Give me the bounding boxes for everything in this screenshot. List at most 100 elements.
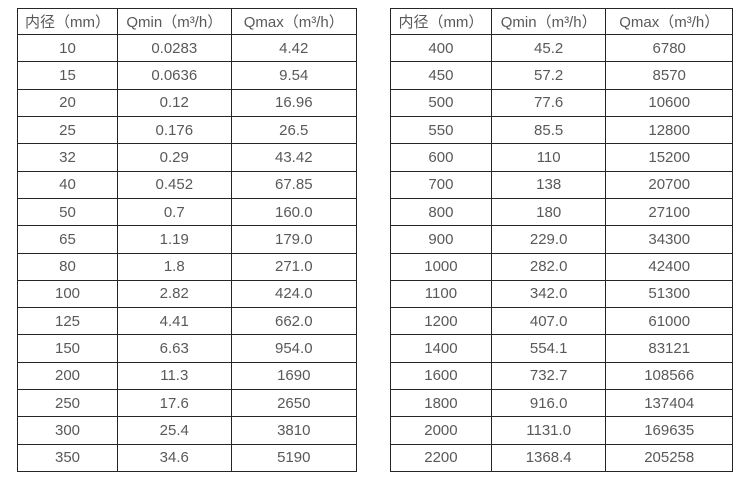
data-cell: 4.41	[117, 307, 232, 336]
data-cell: 32	[17, 143, 118, 172]
data-cell: 150	[17, 334, 118, 363]
table-row: 40 0.452 67.85	[17, 170, 358, 199]
data-cell: 1600	[390, 361, 492, 391]
data-cell: 26.5	[230, 115, 358, 145]
table-row: 15 0.0636 9.54	[17, 61, 358, 90]
data-cell: 169635	[605, 416, 733, 445]
data-cell: 25.4	[117, 416, 232, 445]
data-cell: 61000	[605, 307, 733, 336]
data-cell: 77.6	[490, 88, 607, 117]
data-cell: 5190	[230, 443, 358, 473]
data-cell: 6.63	[117, 334, 232, 363]
table-row: 1600 732.7 108566	[390, 361, 733, 391]
data-cell: 550	[390, 115, 492, 145]
data-cell: 2.82	[117, 279, 232, 309]
table-row: 1400 554.1 83121	[390, 334, 733, 363]
header-cell: Qmax（m³/h）	[230, 8, 358, 35]
table-row: 200 11.3 1690	[17, 361, 358, 391]
data-cell: 1690	[230, 361, 358, 391]
data-cell: 80	[17, 252, 118, 281]
data-cell: 57.2	[490, 61, 607, 90]
header-cell: 内径（mm）	[390, 8, 492, 35]
data-cell: 50	[17, 197, 118, 227]
header-row: 内径（mm） Qmin（m³/h） Qmax（m³/h）	[390, 8, 733, 35]
data-cell: 400	[390, 33, 492, 63]
data-cell: 67.85	[230, 170, 358, 199]
data-cell: 2000	[390, 416, 492, 445]
data-cell: 43.42	[230, 143, 358, 172]
table-row: 100 2.82 424.0	[17, 279, 358, 309]
table-row: 500 77.6 10600	[390, 88, 733, 117]
data-cell: 83121	[605, 334, 733, 363]
table-row: 450 57.2 8570	[390, 61, 733, 90]
header-cell: Qmin（m³/h）	[117, 8, 232, 35]
table-row: 25 0.176 26.5	[17, 115, 358, 145]
table-row: 700 138 20700	[390, 170, 733, 199]
data-cell: 229.0	[490, 225, 607, 254]
data-cell: 34.6	[117, 443, 232, 473]
data-cell: 110	[490, 143, 607, 172]
data-cell: 1800	[390, 389, 492, 418]
table-row: 1800 916.0 137404	[390, 389, 733, 418]
data-cell: 732.7	[490, 361, 607, 391]
data-cell: 0.452	[117, 170, 232, 199]
table-row: 32 0.29 43.42	[17, 143, 358, 172]
data-cell: 916.0	[490, 389, 607, 418]
data-cell: 500	[390, 88, 492, 117]
data-cell: 1000	[390, 252, 492, 281]
data-cell: 20700	[605, 170, 733, 199]
data-cell: 42400	[605, 252, 733, 281]
data-cell: 137404	[605, 389, 733, 418]
table-row: 800 180 27100	[390, 197, 733, 227]
table-row: 1000 282.0 42400	[390, 252, 733, 281]
table-row: 80 1.8 271.0	[17, 252, 358, 281]
table-row: 50 0.7 160.0	[17, 197, 358, 227]
data-cell: 20	[17, 88, 118, 117]
data-cell: 200	[17, 361, 118, 391]
data-cell: 250	[17, 389, 118, 418]
data-cell: 1400	[390, 334, 492, 363]
data-cell: 700	[390, 170, 492, 199]
table-row: 250 17.6 2650	[17, 389, 358, 418]
data-cell: 407.0	[490, 307, 607, 336]
data-cell: 17.6	[117, 389, 232, 418]
data-cell: 9.54	[230, 61, 358, 90]
data-cell: 0.29	[117, 143, 232, 172]
data-cell: 85.5	[490, 115, 607, 145]
data-cell: 0.12	[117, 88, 232, 117]
data-cell: 138	[490, 170, 607, 199]
table-row: 400 45.2 6780	[390, 33, 733, 63]
data-cell: 282.0	[490, 252, 607, 281]
data-cell: 800	[390, 197, 492, 227]
data-cell: 27100	[605, 197, 733, 227]
data-cell: 108566	[605, 361, 733, 391]
data-cell: 0.176	[117, 115, 232, 145]
data-cell: 51300	[605, 279, 733, 309]
data-cell: 554.1	[490, 334, 607, 363]
table-row: 600 110 15200	[390, 143, 733, 172]
data-cell: 25	[17, 115, 118, 145]
data-cell: 12800	[605, 115, 733, 145]
data-cell: 160.0	[230, 197, 358, 227]
data-cell: 65	[17, 225, 118, 254]
data-cell: 45.2	[490, 33, 607, 63]
data-cell: 205258	[605, 443, 733, 473]
data-cell: 954.0	[230, 334, 358, 363]
header-row: 内径（mm） Qmin（m³/h） Qmax（m³/h）	[17, 8, 358, 35]
data-cell: 1.19	[117, 225, 232, 254]
data-cell: 900	[390, 225, 492, 254]
header-cell: Qmin（m³/h）	[490, 8, 607, 35]
data-cell: 1100	[390, 279, 492, 309]
data-cell: 100	[17, 279, 118, 309]
data-cell: 1368.4	[490, 443, 607, 473]
data-cell: 4.42	[230, 33, 358, 63]
table-row: 65 1.19 179.0	[17, 225, 358, 254]
table-row: 20 0.12 16.96	[17, 88, 358, 117]
data-cell: 0.7	[117, 197, 232, 227]
flow-table-large-diameters: 内径（mm） Qmin（m³/h） Qmax（m³/h） 400 45.2 6780 450…	[390, 8, 733, 473]
table-row: 150 6.63 954.0	[17, 334, 358, 363]
data-cell: 450	[390, 61, 492, 90]
table-row: 2000 1131.0 169635	[390, 416, 733, 445]
table-row: 350 34.6 5190	[17, 443, 358, 473]
